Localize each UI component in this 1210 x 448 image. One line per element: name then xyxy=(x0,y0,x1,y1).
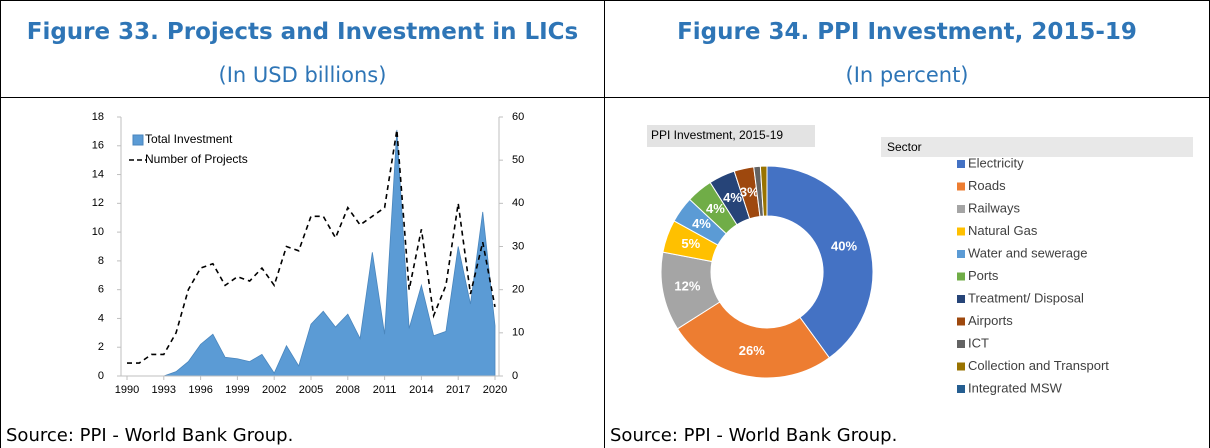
legend-label: Integrated MSW xyxy=(968,380,1063,395)
chart: 0 2 4 6 8 10 12 14 16 18 0 10 20 30 40 50 60 1990 1993 1996… xyxy=(92,111,525,396)
x-tick-label: 2020 xyxy=(483,384,507,396)
x-tick-label: 2011 xyxy=(373,384,397,396)
x-tick-label: 1996 xyxy=(188,384,212,396)
x-tick-label: 2017 xyxy=(446,384,470,396)
donut-slice xyxy=(676,301,831,379)
data-label: 4% xyxy=(692,216,711,231)
y2-tick-label: 20 xyxy=(512,284,524,296)
legend-label: Total Investment xyxy=(145,132,233,146)
figure-header: Figure 33. Projects and Investment in LI… xyxy=(1,1,604,98)
figure-title: Figure 34. PPI Investment, 2015-19 xyxy=(677,19,1137,45)
y-tick-label: 6 xyxy=(98,284,104,296)
y2-tick-label: 50 xyxy=(512,154,524,166)
chart-title-box xyxy=(647,125,815,147)
x-tick-label: 1990 xyxy=(115,384,139,396)
legend-swatch xyxy=(957,295,965,303)
figure-subtitle: (In percent) xyxy=(845,63,969,87)
legend-swatch xyxy=(957,250,965,258)
y2-tick-label: 0 xyxy=(512,370,518,382)
line xyxy=(127,129,496,364)
x-tick-label: 1999 xyxy=(225,384,249,396)
y-tick-label: 8 xyxy=(98,255,104,267)
x-tick-label: 1993 xyxy=(152,384,176,396)
legend-label: Ports xyxy=(968,268,999,283)
legend-swatch xyxy=(957,385,965,393)
source-note: Source: PPI - World Bank Group. xyxy=(610,425,898,446)
x-tick-label: 2008 xyxy=(336,384,360,396)
legend-swatch xyxy=(957,160,965,168)
data-label: 12% xyxy=(674,279,700,294)
x-tick-label: 2014 xyxy=(409,384,433,396)
data-label: 40% xyxy=(831,238,857,253)
figure-header: Figure 34. PPI Investment, 2015-19 (In p… xyxy=(605,1,1209,98)
legend-label: Water and sewerage xyxy=(968,245,1087,260)
y-tick-label: 14 xyxy=(92,168,104,180)
legend-swatch xyxy=(957,340,965,348)
data-label: 5% xyxy=(681,236,700,251)
legend-swatch xyxy=(957,362,965,371)
legend-swatch xyxy=(132,134,144,146)
legend-label: Railways xyxy=(968,200,1021,215)
legend-label: Number of Projects xyxy=(145,152,248,166)
y-tick-label: 0 xyxy=(98,370,104,382)
chart: PPI Investment, 2015-19 Sector 40% Electric… xyxy=(647,125,1193,395)
legend-title: Sector xyxy=(887,140,922,154)
y2-tick-label: 10 xyxy=(512,327,524,339)
data-label: 3% xyxy=(740,184,759,199)
figure-cell: Figure 33. Projects and Investment in LI… xyxy=(0,0,605,448)
y2-tick-label: 40 xyxy=(512,197,524,209)
source-note: Source: PPI - World Bank Group. xyxy=(6,425,294,446)
y-tick-label: 18 xyxy=(92,111,104,123)
area xyxy=(127,129,496,377)
figure-title: Figure 33. Projects and Investment in LI… xyxy=(26,19,579,45)
y-tick-label: 10 xyxy=(92,226,104,238)
legend-label: Treatment/ Disposal xyxy=(968,290,1084,305)
y2-tick-label: 60 xyxy=(512,111,524,123)
y-tick-label: 2 xyxy=(98,341,104,353)
legend-label: Natural Gas xyxy=(968,223,1038,238)
data-label: 4% xyxy=(723,190,742,205)
legend-header xyxy=(881,137,1193,157)
legend-label: ICT xyxy=(968,335,989,350)
x-tick-label: 2002 xyxy=(262,384,286,396)
legend-swatch xyxy=(957,182,965,191)
figure-subtitle: (In USD billions) xyxy=(218,63,387,87)
legend-swatch xyxy=(957,272,965,281)
legend-swatch xyxy=(957,317,965,326)
y-tick-label: 16 xyxy=(92,140,104,152)
donut-slice xyxy=(766,165,874,359)
legend-swatch xyxy=(957,205,965,213)
x-tick-label: 2005 xyxy=(299,384,323,396)
data-label: 4% xyxy=(706,201,725,216)
legend-label: Electricity xyxy=(968,155,1024,170)
legend-label: Airports xyxy=(968,313,1013,328)
legend-label: Collection and Transport xyxy=(968,358,1109,373)
figure-cell: Figure 34. PPI Investment, 2015-19 (In p… xyxy=(604,0,1210,448)
y-tick-label: 12 xyxy=(92,197,104,209)
y2-tick-label: 30 xyxy=(512,240,524,252)
y-tick-label: 4 xyxy=(98,312,104,324)
legend-label: Roads xyxy=(968,178,1006,193)
data-label: 26% xyxy=(739,343,765,358)
chart-title: PPI Investment, 2015-19 xyxy=(651,128,783,142)
legend-swatch xyxy=(957,227,965,236)
